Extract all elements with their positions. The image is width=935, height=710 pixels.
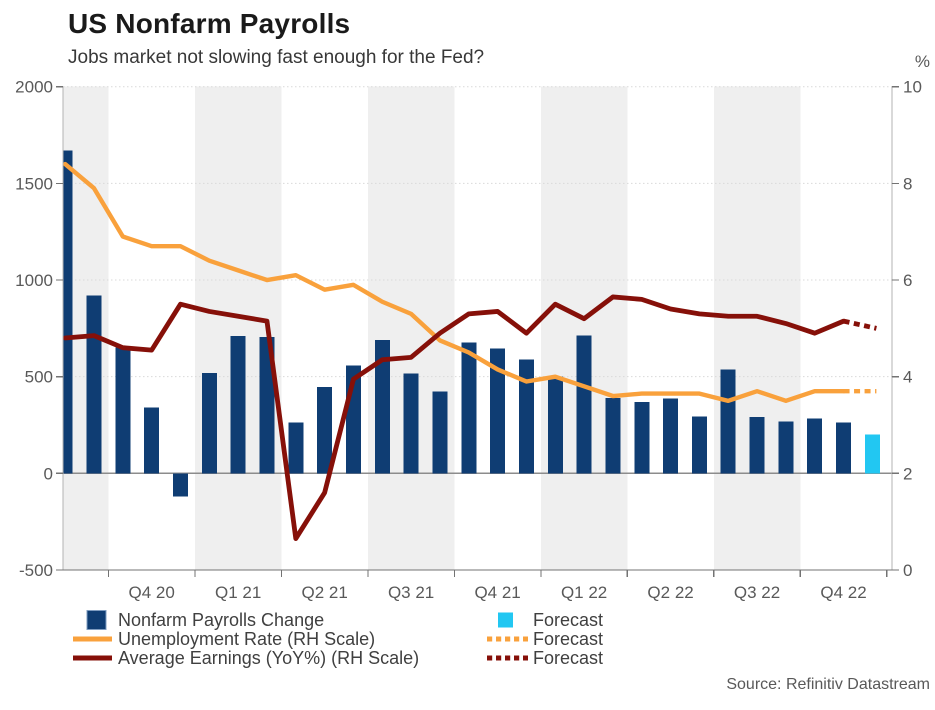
payrolls-bar — [518, 359, 534, 474]
right-axis-label: 0 — [903, 561, 912, 580]
payrolls-bars — [63, 150, 880, 497]
payrolls-bar — [172, 473, 188, 497]
left-axis-label: 500 — [25, 368, 53, 387]
x-axis-quarter-label: Q1 21 — [215, 583, 261, 602]
legend-forecast-label: Forecast — [533, 648, 603, 668]
payrolls-bar — [576, 335, 592, 474]
earnings-line-forecast — [843, 318, 877, 331]
legend-item-label: Nonfarm Payrolls Change — [118, 610, 324, 630]
quarter-bands — [63, 86, 801, 570]
payrolls-bar — [63, 150, 73, 474]
right-axis-label: 10 — [903, 78, 922, 97]
right-axis-label: 6 — [903, 271, 912, 290]
right-axis-label: 4 — [903, 368, 912, 387]
payrolls-bar — [836, 422, 852, 474]
payrolls-bar — [547, 376, 563, 474]
payrolls-bar — [720, 369, 736, 474]
payrolls-bar — [259, 337, 275, 474]
chart-title: US Nonfarm Payrolls — [68, 8, 351, 39]
x-axis-quarter-label: Q4 22 — [820, 583, 866, 602]
legend-forecast-label: Forecast — [533, 610, 603, 630]
left-axis-label: 1000 — [15, 271, 53, 290]
x-axis-quarter-label: Q4 21 — [474, 583, 520, 602]
payrolls-bar — [230, 336, 246, 474]
left-axis-label: 2000 — [15, 78, 53, 97]
payrolls-bar — [461, 342, 477, 474]
x-axis-quarter-label: Q1 22 — [561, 583, 607, 602]
x-axis-quarter-label: Q2 22 — [647, 583, 693, 602]
payrolls-bar — [288, 422, 304, 474]
payrolls-bar — [144, 407, 160, 474]
payrolls-bar — [778, 421, 794, 474]
legend-swatch-square — [86, 610, 107, 630]
left-axis-label: 1500 — [15, 174, 53, 193]
payrolls-bar — [490, 348, 506, 474]
quarter-band — [367, 86, 455, 570]
x-axis-quarter-label: Q3 21 — [388, 583, 434, 602]
legend-swatch-forecast-square — [498, 612, 513, 628]
quarter-band — [713, 86, 801, 570]
forecast-bar — [864, 434, 880, 474]
payrolls-bar — [115, 347, 131, 474]
legend-item-label: Average Earnings (YoY%) (RH Scale) — [118, 648, 419, 668]
left-axis-label: -500 — [19, 561, 53, 580]
legend-swatch-line — [73, 636, 112, 642]
legend-item-label: Unemployment Rate (RH Scale) — [118, 629, 375, 649]
payrolls-bar — [691, 416, 707, 474]
x-axis-quarter-label: Q4 20 — [128, 583, 174, 602]
right-axis-label: 8 — [903, 174, 912, 193]
right-axis-label: 2 — [903, 464, 912, 483]
legend-swatch-line — [73, 655, 112, 661]
payrolls-bar — [374, 340, 390, 474]
x-axis-quarter-label: Q3 22 — [734, 583, 780, 602]
legend-forecast-label: Forecast — [533, 629, 603, 649]
payrolls-bar — [807, 418, 823, 474]
data-lines — [62, 161, 877, 541]
earnings-line — [62, 294, 846, 541]
source-attribution: Source: Refinitiv Datastream — [726, 676, 930, 693]
payrolls-bar — [605, 397, 621, 474]
payrolls-bar — [86, 295, 102, 474]
payrolls-bar — [432, 391, 448, 474]
unemployment-line — [62, 161, 846, 404]
payrolls-bar — [749, 416, 765, 474]
right-axis-unit-label: % — [915, 52, 930, 71]
payrolls-bar — [634, 402, 650, 474]
payrolls-bar — [317, 386, 333, 474]
payrolls-bar — [403, 373, 419, 474]
axes: -500 0 500 1000 1500 2000 0 2 4 6 8 10% Q4 20 Q1 21 Q2… — [15, 52, 930, 602]
x-axis-quarter-label: Q2 21 — [301, 583, 347, 602]
left-axis-label: 0 — [44, 464, 53, 483]
payrolls-bar — [663, 398, 679, 474]
payrolls-bar — [201, 372, 217, 474]
chart-subtitle: Jobs market not slowing fast enough for … — [68, 47, 485, 68]
quarter-band — [540, 86, 628, 570]
